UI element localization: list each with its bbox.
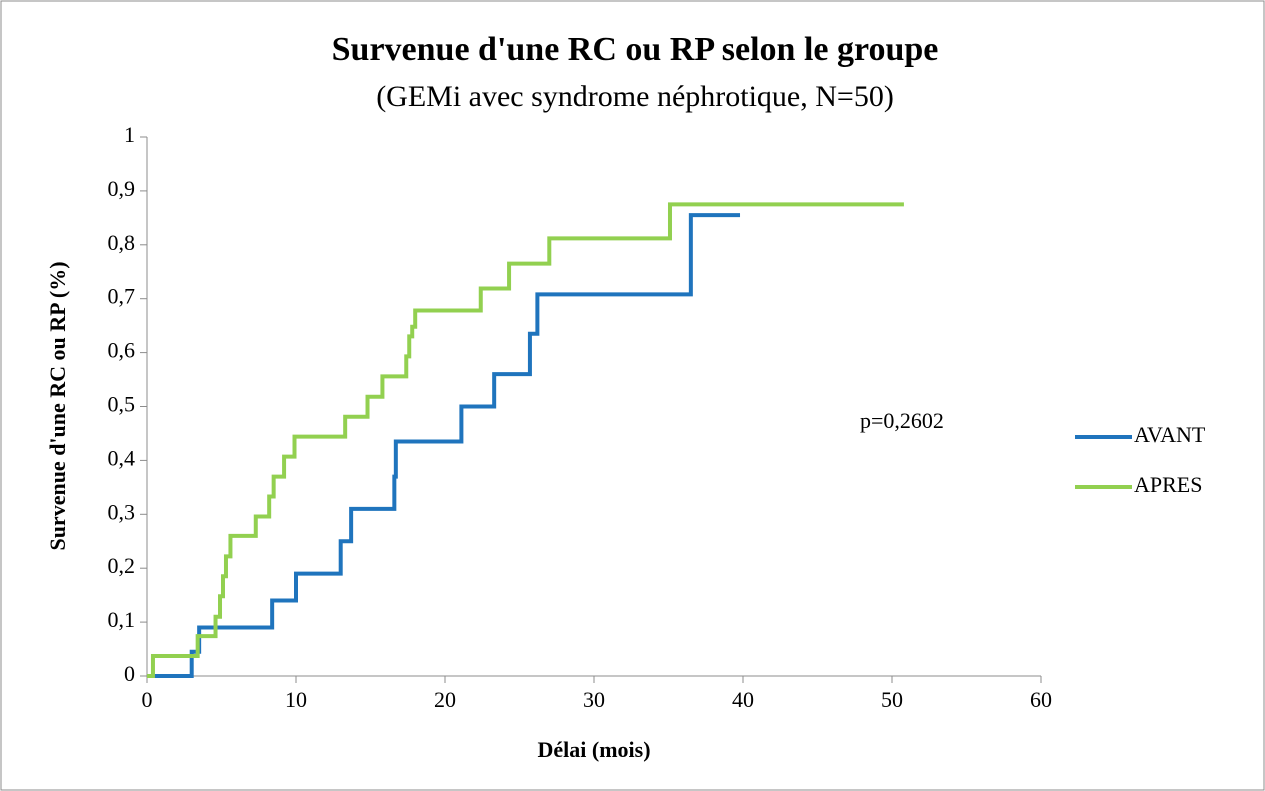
y-tick-label: 0 (124, 661, 135, 686)
series-line (151, 213, 741, 678)
x-tick-label: 40 (732, 687, 754, 712)
x-tick-label: 30 (583, 687, 605, 712)
legend-label: APRES (1134, 472, 1202, 497)
y-tick-label: 0,1 (108, 607, 136, 632)
y-tick-label: 0,2 (108, 553, 136, 578)
x-tick-label: 10 (285, 687, 307, 712)
chart-title: Survenue d'une RC ou RP selon le groupe (332, 31, 939, 68)
x-tick-label: 50 (881, 687, 903, 712)
series-line (147, 202, 904, 678)
y-tick-label: 0,3 (108, 499, 136, 524)
y-tick-label: 0,6 (108, 338, 136, 363)
y-axis-title: Survenue d'une RC ou RP (%) (45, 261, 70, 550)
legend-label: AVANT (1134, 422, 1206, 447)
y-tick-label: 0,5 (108, 392, 136, 417)
y-tick-label: 0,4 (108, 445, 136, 470)
x-tick-label: 20 (434, 687, 456, 712)
y-tick-label: 0,9 (108, 176, 136, 201)
chart-subtitle: (GEMi avec syndrome néphrotique, N=50) (376, 80, 894, 113)
y-tick-label: 0,8 (108, 230, 136, 255)
x-tick-label: 0 (142, 687, 153, 712)
y-tick-label: 0,7 (108, 284, 136, 309)
annotation: p=0,2602 (860, 408, 944, 433)
x-axis-title: Délai (mois) (537, 737, 650, 762)
y-tick-label: 1 (124, 122, 135, 147)
x-tick-label: 60 (1030, 687, 1052, 712)
